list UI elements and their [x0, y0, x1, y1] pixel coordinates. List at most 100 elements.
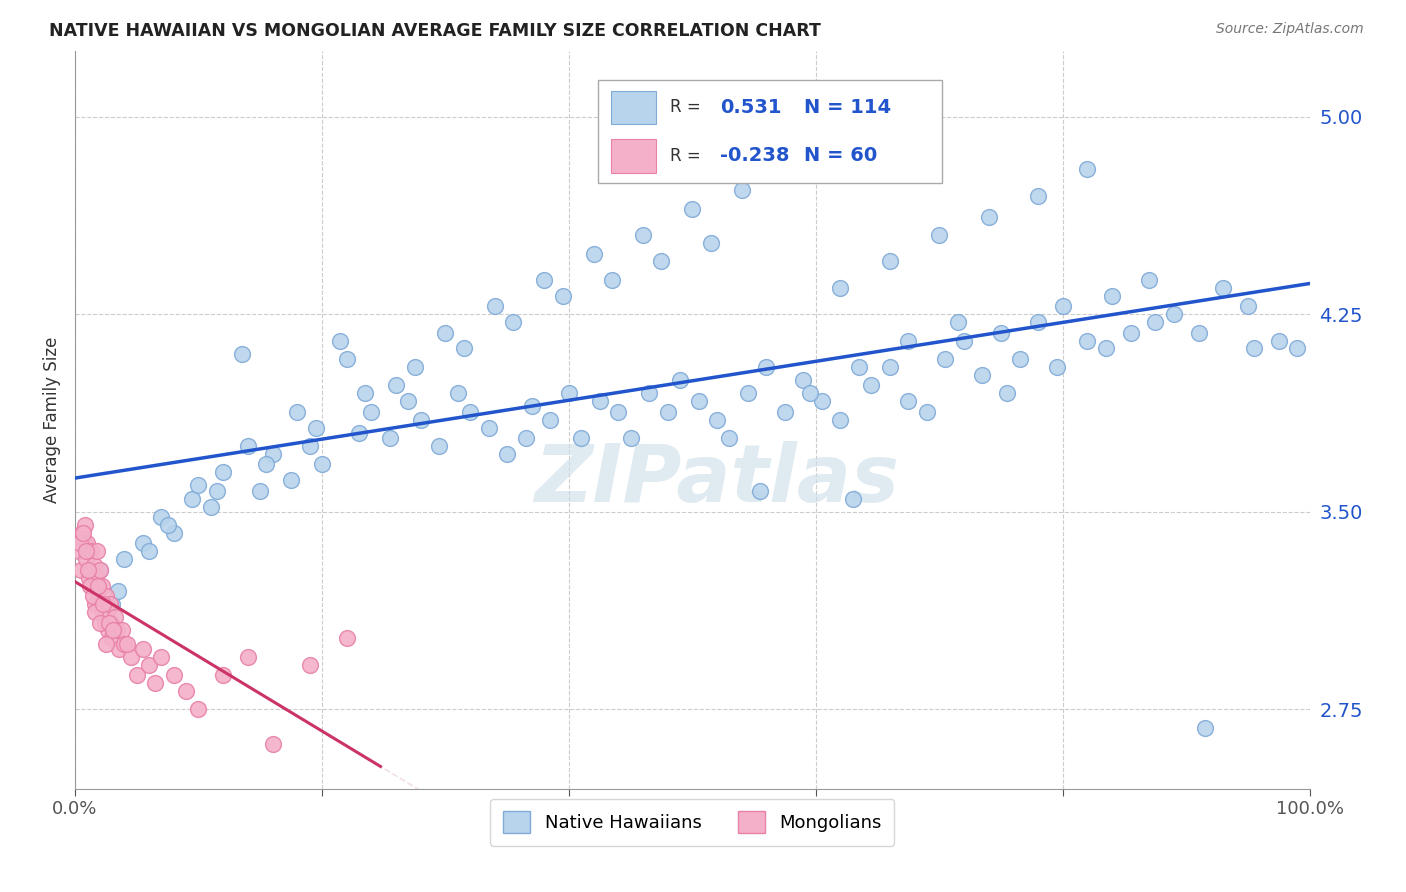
- Point: [404, 359, 426, 374]
- Point: [249, 483, 271, 498]
- FancyBboxPatch shape: [612, 91, 657, 124]
- Point: [515, 431, 537, 445]
- Point: [70, 563, 93, 577]
- Point: [115, 637, 138, 651]
- Point: [87, 583, 110, 598]
- Point: [897, 334, 920, 348]
- Point: [76, 536, 98, 550]
- Point: [620, 431, 643, 445]
- Point: [538, 412, 561, 426]
- Point: [101, 632, 124, 646]
- Point: [977, 210, 1000, 224]
- Point: [90, 597, 112, 611]
- Point: [1212, 281, 1234, 295]
- Point: [236, 439, 259, 453]
- Point: [706, 412, 728, 426]
- Point: [860, 378, 883, 392]
- Point: [928, 228, 950, 243]
- Point: [280, 473, 302, 487]
- Point: [915, 405, 938, 419]
- Point: [995, 386, 1018, 401]
- Point: [990, 326, 1012, 340]
- Point: [82, 579, 104, 593]
- Point: [125, 668, 148, 682]
- Point: [1076, 162, 1098, 177]
- Point: [82, 589, 104, 603]
- Point: [1163, 307, 1185, 321]
- Point: [1052, 299, 1074, 313]
- Point: [347, 425, 370, 440]
- Point: [231, 347, 253, 361]
- Point: [83, 558, 105, 572]
- Point: [77, 563, 100, 577]
- Point: [360, 405, 382, 419]
- Point: [484, 299, 506, 313]
- Point: [848, 359, 870, 374]
- Point: [1026, 188, 1049, 202]
- Point: [91, 579, 114, 593]
- Text: Source: ZipAtlas.com: Source: ZipAtlas.com: [1216, 22, 1364, 37]
- Point: [84, 571, 107, 585]
- Point: [600, 273, 623, 287]
- Point: [879, 359, 901, 374]
- Point: [112, 637, 135, 651]
- Point: [329, 334, 352, 348]
- Point: [298, 657, 321, 672]
- Point: [607, 405, 630, 419]
- Point: [236, 649, 259, 664]
- Point: [96, 637, 118, 651]
- Point: [75, 544, 97, 558]
- Point: [69, 536, 91, 550]
- Point: [163, 525, 186, 540]
- Point: [1268, 334, 1291, 348]
- Point: [93, 605, 115, 619]
- Point: [107, 583, 129, 598]
- Point: [1076, 334, 1098, 348]
- Point: [502, 315, 524, 329]
- Text: NATIVE HAWAIIAN VS MONGOLIAN AVERAGE FAMILY SIZE CORRELATION CHART: NATIVE HAWAIIAN VS MONGOLIAN AVERAGE FAM…: [49, 22, 821, 40]
- Point: [79, 563, 101, 577]
- Point: [84, 605, 107, 619]
- Point: [842, 491, 865, 506]
- Point: [94, 589, 117, 603]
- Point: [101, 597, 124, 611]
- Point: [103, 624, 125, 638]
- Point: [434, 326, 457, 340]
- Point: [285, 405, 308, 419]
- Point: [79, 579, 101, 593]
- Point: [72, 536, 94, 550]
- Text: R =: R =: [669, 146, 706, 165]
- Text: N = 60: N = 60: [804, 146, 877, 165]
- Point: [811, 394, 834, 409]
- Point: [1237, 299, 1260, 313]
- Text: -0.238: -0.238: [720, 146, 789, 165]
- Point: [1194, 721, 1216, 735]
- Point: [262, 737, 284, 751]
- Point: [96, 605, 118, 619]
- Point: [718, 431, 741, 445]
- Point: [897, 394, 920, 409]
- Point: [453, 342, 475, 356]
- Point: [799, 386, 821, 401]
- Point: [830, 412, 852, 426]
- Point: [1286, 342, 1309, 356]
- Point: [558, 386, 581, 401]
- Point: [89, 563, 111, 577]
- Point: [731, 183, 754, 197]
- Point: [755, 359, 778, 374]
- Point: [80, 544, 103, 558]
- Point: [934, 351, 956, 366]
- Point: [132, 641, 155, 656]
- Text: 0.531: 0.531: [720, 98, 782, 117]
- Point: [427, 439, 450, 453]
- Point: [73, 518, 96, 533]
- Point: [378, 431, 401, 445]
- Point: [254, 458, 277, 472]
- Text: N = 114: N = 114: [804, 98, 891, 117]
- Point: [792, 373, 814, 387]
- Point: [879, 254, 901, 268]
- Point: [98, 597, 121, 611]
- Point: [1144, 315, 1167, 329]
- Text: ZIPatlas: ZIPatlas: [534, 442, 900, 519]
- Point: [298, 439, 321, 453]
